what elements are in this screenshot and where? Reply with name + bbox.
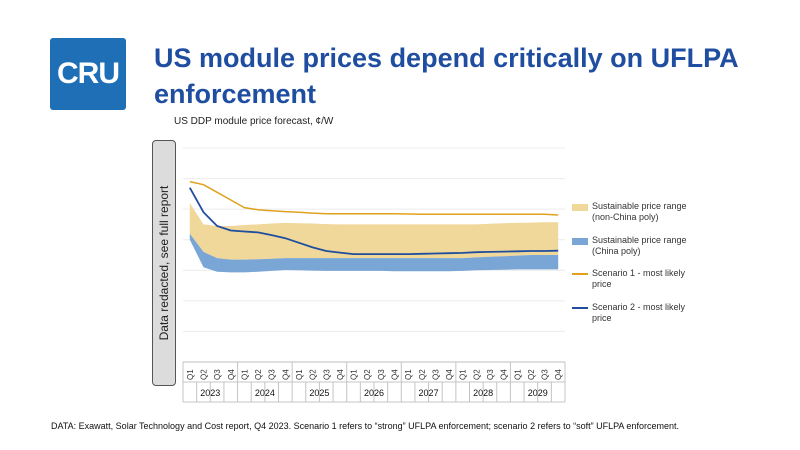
x-tick-label: Q3 (541, 369, 550, 380)
x-tick-label: Q1 (459, 369, 468, 380)
scenario-2-line (189, 187, 559, 256)
x-tick-label: Q4 (500, 369, 509, 380)
scenario-1-line (189, 180, 559, 216)
x-tick-label: Q3 (213, 369, 222, 380)
x-year-label: 2025 (309, 388, 329, 398)
x-year-label: 2029 (528, 388, 548, 398)
x-tick-label: Q2 (309, 369, 318, 380)
x-tick-label: Q1 (350, 369, 359, 380)
legend-label-line2: (China poly) (592, 246, 641, 256)
scenario-lines (189, 180, 559, 256)
legend-swatch-non-china (572, 204, 588, 211)
x-tick-label: Q1 (186, 369, 195, 380)
range-areas (189, 203, 559, 273)
x-year-label: 2027 (419, 388, 439, 398)
x-tick-label: Q1 (404, 369, 413, 380)
legend-label-line2: price (592, 279, 612, 289)
x-tick-label: Q4 (445, 369, 454, 380)
legend-label-line1: Scenario 1 - most likely (592, 268, 686, 278)
legend: Sustainable price range(non-China poly)S… (572, 201, 687, 323)
x-tick-label: Q1 (513, 369, 522, 380)
x-tick-label: Q2 (254, 369, 263, 380)
x-tick-label: Q2 (527, 369, 536, 380)
x-tick-label: Q3 (431, 369, 440, 380)
legend-label-line2: price (592, 313, 612, 323)
redacted-axis-box: Data redacted, see full report (152, 140, 176, 386)
page-title: US module prices depend critically on UF… (154, 43, 738, 109)
x-tick-label: Q4 (554, 369, 563, 380)
x-tick-label: Q2 (472, 369, 481, 380)
x-tick-label: Q2 (199, 369, 208, 380)
legend-label-line1: Scenario 2 - most likely (592, 302, 686, 312)
x-tick-label: Q1 (295, 369, 304, 380)
x-axis: Q1 Q2 Q3 Q4 Q1 Q2 Q3 Q4 Q1 Q2 Q3 Q4 Q1 Q2 Q3 Q4 Q1 Q2 Q3 Q4… (182, 361, 566, 403)
x-year-label: 2024 (255, 388, 275, 398)
x-tick-label: Q3 (486, 369, 495, 380)
x-tick-label: Q4 (281, 369, 290, 380)
legend-swatch-china (572, 238, 588, 245)
x-tick-label: Q3 (268, 369, 277, 380)
x-tick-label: Q4 (390, 369, 399, 380)
legend-label-line1: Sustainable price range (592, 201, 687, 211)
x-tick-label: Q3 (322, 369, 331, 380)
data-source-footnote: DATA: Exawatt, Solar Technology and Cost… (51, 421, 679, 431)
range-area-non-china-poly (189, 203, 559, 260)
chart-title: US DDP module price forecast, ¢/W (174, 116, 334, 127)
x-tick-label: Q2 (418, 369, 427, 380)
x-tick-label: Q4 (227, 369, 236, 380)
x-tick-label: Q4 (336, 369, 345, 380)
cru-logo: CRU (50, 38, 126, 110)
x-tick-label: Q3 (377, 369, 386, 380)
range-area-china-poly (189, 233, 559, 273)
x-tick-label: Q2 (363, 369, 372, 380)
x-tick-label: Q1 (240, 369, 249, 380)
x-year-label: 2028 (473, 388, 493, 398)
logo-text: CRU (57, 57, 120, 90)
legend-label-line1: Sustainable price range (592, 235, 687, 245)
x-year-label: 2026 (364, 388, 384, 398)
legend-label-line2: (non-China poly) (592, 212, 659, 222)
x-year-label: 2023 (200, 388, 220, 398)
